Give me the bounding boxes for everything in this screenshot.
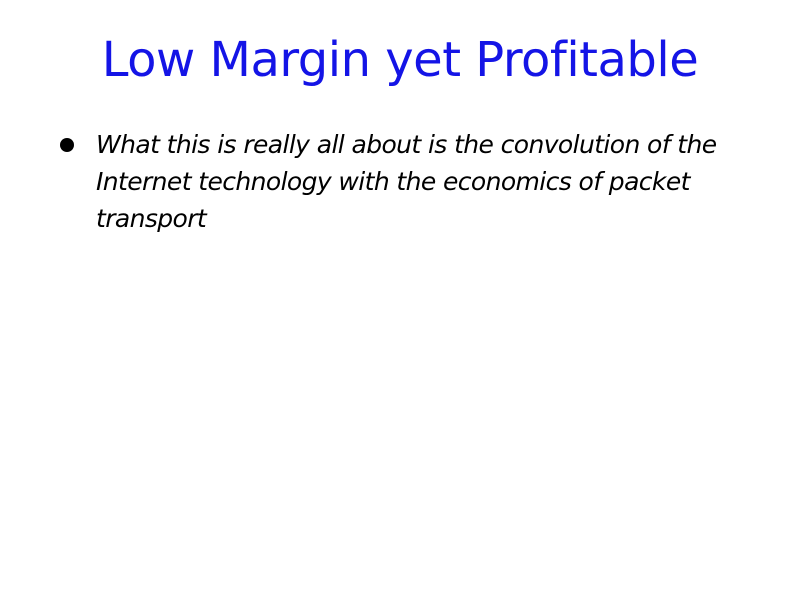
bullet-text: What this is really all about is the con… bbox=[96, 130, 717, 233]
slide-title: Low Margin yet Profitable bbox=[101, 32, 699, 88]
bullet-dot-icon bbox=[60, 138, 74, 152]
bullet-list: What this is really all about is the con… bbox=[58, 126, 748, 237]
bullet-item: What this is really all about is the con… bbox=[58, 126, 748, 237]
